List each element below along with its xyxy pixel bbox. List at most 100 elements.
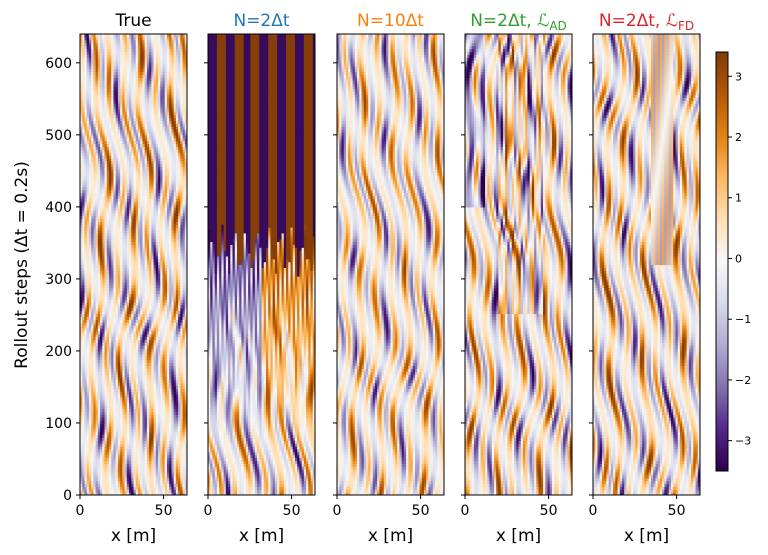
heatmap-cell: [142, 304, 146, 309]
heatmap-cell: [149, 350, 152, 355]
heatmap-cell: [86, 235, 90, 240]
heatmap-cell: [86, 333, 90, 338]
heatmap-cell: [171, 397, 175, 401]
heatmap-cell: [169, 454, 172, 459]
heatmap-cell: [129, 492, 132, 495]
heatmap-cell: [111, 221, 115, 225]
heatmap-cell: [155, 322, 159, 326]
heatmap-cell: [135, 212, 139, 217]
heatmap-cell: [180, 353, 184, 358]
heatmap-cell: [102, 232, 106, 237]
heatmap-cell: [164, 221, 168, 225]
heatmap-cell: [149, 342, 152, 346]
heatmap-cell: [88, 483, 92, 487]
heatmap-cell: [102, 489, 106, 493]
heatmap-cell: [131, 469, 135, 473]
heatmap-cell: [153, 227, 157, 231]
heatmap-cell: [82, 408, 86, 413]
heatmap-cell: [166, 471, 170, 476]
heatmap-cell: [149, 307, 152, 312]
heatmap-cell: [149, 255, 152, 260]
heatmap-cell: [108, 420, 112, 424]
heatmap-cell: [142, 247, 146, 251]
heatmap-cell: [100, 411, 103, 415]
heatmap-cell: [144, 411, 148, 415]
heatmap-cell: [140, 255, 144, 260]
heatmap-cell: [144, 203, 148, 208]
heatmap-cell: [144, 325, 148, 329]
heatmap-cell: [82, 333, 86, 338]
heatmap-cell: [95, 304, 99, 309]
heatmap-cell: [120, 454, 123, 459]
heatmap-cell: [158, 229, 161, 234]
heatmap-cell: [146, 474, 150, 479]
heatmap-cell: [164, 474, 168, 479]
heatmap-cell: [122, 451, 126, 456]
heatmap-cell: [151, 203, 155, 208]
heatmap-cell: [108, 232, 112, 237]
heatmap-cell: [171, 394, 175, 398]
heatmap-cell: [182, 477, 186, 482]
heatmap-cell: [142, 307, 146, 312]
heatmap-cell: [124, 229, 128, 234]
heatmap-cell: [95, 397, 99, 401]
heatmap-cell: [135, 437, 139, 441]
heatmap-cell: [133, 373, 137, 378]
heatmap-cell: [95, 466, 99, 470]
heatmap-cell: [102, 270, 106, 274]
heatmap-cell: [126, 301, 130, 306]
heatmap-cell: [142, 290, 146, 294]
heatmap-cell: [180, 296, 184, 300]
heatmap-cell: [153, 382, 157, 387]
heatmap-cell: [155, 267, 159, 271]
heatmap-cell: [164, 371, 168, 375]
heatmap-cell: [115, 276, 119, 280]
heatmap-cell: [164, 293, 168, 297]
heatmap-cell: [88, 492, 92, 495]
heatmap-cell: [108, 391, 112, 395]
heatmap-cell: [117, 373, 121, 378]
heatmap-cell: [93, 296, 97, 300]
heatmap-cell: [106, 402, 110, 407]
heatmap-cell: [142, 368, 146, 372]
heatmap-cell: [173, 267, 177, 271]
heatmap-cell: [144, 486, 148, 490]
heatmap-cell: [166, 241, 170, 245]
heatmap-cell: [140, 313, 144, 317]
heatmap-cell: [182, 420, 186, 424]
heatmap-cell: [93, 348, 97, 352]
heatmap-cell: [164, 250, 168, 254]
heatmap-cell: [155, 232, 159, 237]
heatmap-cell: [106, 486, 110, 490]
heatmap-cell: [102, 284, 106, 289]
heatmap-cell: [129, 440, 132, 444]
heatmap-cell: [115, 391, 119, 395]
heatmap-cell: [95, 463, 99, 467]
heatmap-cell: [160, 241, 164, 245]
heatmap-cell: [133, 330, 137, 335]
heatmap-cell: [95, 359, 99, 364]
heatmap-cell: [171, 330, 175, 335]
heatmap-cell: [149, 391, 152, 395]
heatmap-cell: [142, 270, 146, 274]
heatmap-cell: [86, 281, 90, 286]
heatmap-cell: [162, 446, 166, 450]
heatmap-cell: [155, 391, 159, 395]
heatmap-cell: [95, 391, 99, 395]
heatmap-cell: [93, 411, 97, 415]
heatmap-cell: [146, 402, 150, 407]
heatmap-cell: [102, 365, 106, 369]
heatmap-cell: [124, 446, 128, 450]
heatmap-cell: [108, 394, 112, 398]
heatmap-cell: [166, 474, 170, 479]
heatmap-cell: [100, 252, 103, 257]
heatmap-cell: [86, 399, 90, 404]
heatmap-cell: [182, 422, 186, 427]
heatmap-cell: [142, 417, 146, 421]
heatmap-cell: [184, 371, 187, 375]
heatmap-cell: [102, 446, 106, 450]
heatmap-cell: [144, 201, 148, 205]
heatmap-cell: [135, 379, 139, 384]
heatmap-cell: [82, 474, 86, 479]
heatmap-cell: [129, 437, 132, 441]
